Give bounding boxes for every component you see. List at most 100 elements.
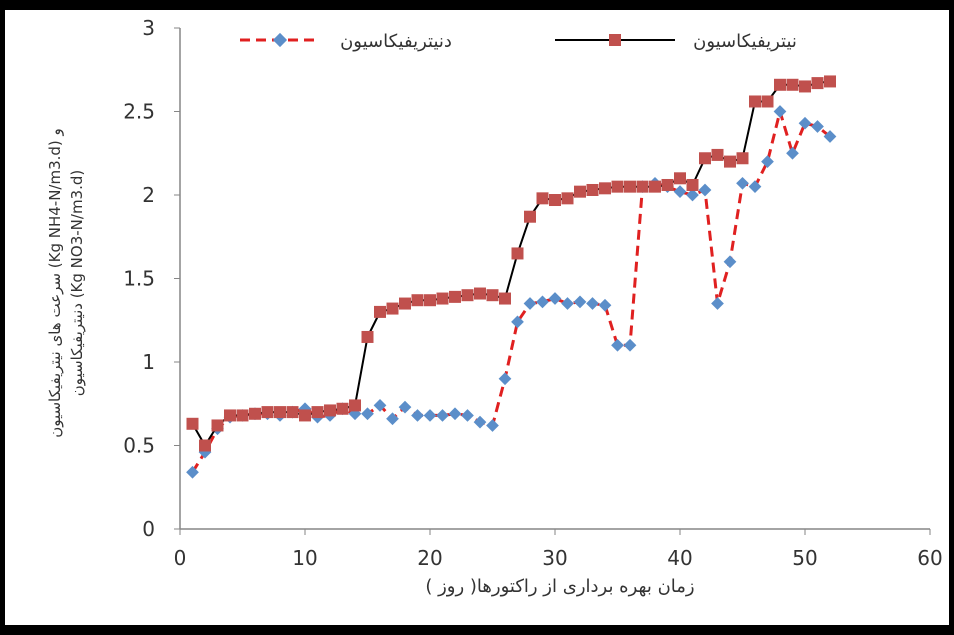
data-point [486, 419, 499, 432]
data-point [574, 185, 586, 198]
x-tick-label: 10 [292, 546, 317, 570]
data-point [811, 77, 824, 90]
data-point [461, 409, 474, 422]
data-point [774, 78, 786, 91]
x-tick-labels: 0 10 20 30 40 50 60 [174, 529, 943, 570]
data-point [786, 78, 799, 91]
y-tick-label: 3 [142, 16, 155, 40]
data-point [449, 290, 461, 303]
y-tick-label: 0 [142, 517, 155, 541]
legend-label-nitrification: نیتریفیکاسیون [693, 31, 797, 52]
data-point [736, 152, 749, 165]
x-axis-label: زمان بهره برداری از راکتورها( روز ) [425, 576, 694, 597]
data-point [374, 305, 386, 318]
data-point [598, 298, 612, 312]
data-point [673, 185, 687, 199]
data-point [723, 255, 737, 269]
data-point [698, 183, 712, 197]
data-point [761, 155, 774, 168]
data-point [286, 406, 299, 419]
data-point [523, 297, 537, 310]
data-point [786, 146, 799, 160]
data-point [386, 302, 399, 315]
x-tick-label: 40 [667, 546, 692, 570]
data-point [373, 399, 387, 412]
data-point [236, 409, 249, 422]
data-point [711, 297, 724, 310]
y-tick-label: 1.5 [123, 267, 155, 291]
data-point [773, 105, 787, 118]
data-point [623, 338, 637, 352]
legend-marker-nitrification [609, 34, 621, 46]
data-point [636, 180, 649, 193]
data-point [361, 407, 374, 421]
series-line [191, 80, 831, 448]
x-tick-label: 50 [792, 546, 817, 570]
series-line [191, 105, 831, 473]
legend-item-nitrification: نیتریفیکاسیون [555, 31, 797, 52]
data-point [499, 292, 511, 305]
data-point [549, 194, 561, 207]
data-point [761, 95, 774, 108]
data-point [211, 419, 224, 432]
x-tick-label: 30 [542, 546, 567, 570]
legend-label-denitrification: دنیتریفیکاسیون [340, 31, 452, 52]
data-point [586, 183, 599, 196]
data-point [599, 182, 611, 195]
data-point [398, 400, 412, 414]
y-tick-label: 2.5 [123, 100, 155, 124]
data-point [736, 176, 749, 190]
data-point [561, 297, 574, 310]
data-point [199, 439, 211, 452]
data-point [561, 192, 574, 205]
data-point [536, 192, 549, 205]
data-point [311, 406, 324, 419]
data-point [461, 289, 474, 302]
data-point [748, 180, 762, 194]
legend: دنیتریفیکاسیون نیتریفیکاسیون [240, 31, 797, 52]
data-point [249, 407, 261, 420]
data-point [261, 406, 274, 419]
y-tick-label: 0.5 [123, 434, 155, 458]
data-point [711, 148, 724, 161]
x-tick-label: 20 [417, 546, 442, 570]
data-point [473, 415, 487, 429]
data-point [611, 338, 624, 352]
data-point [448, 407, 462, 421]
data-point [336, 402, 349, 415]
data-point [424, 294, 436, 307]
data-point [436, 292, 449, 305]
data-point [686, 178, 699, 191]
data-point [524, 210, 536, 223]
data-point [611, 180, 624, 193]
data-point [799, 80, 811, 93]
data-point [474, 287, 486, 300]
data-point [498, 372, 512, 386]
data-point [573, 295, 587, 309]
data-point [386, 412, 399, 426]
data-point [186, 417, 199, 430]
data-point [274, 406, 286, 419]
data-point [699, 152, 711, 165]
data-point [661, 178, 674, 191]
data-point [724, 155, 736, 168]
data-point [674, 172, 686, 185]
y-tick-labels: 0 0.5 1 1.5 2 2.5 3 [123, 16, 180, 541]
y-axis-label: سرعت های نیتریفیکاسیون (Kg NH4-N/m3.d) و… [46, 128, 86, 438]
data-point [324, 404, 336, 417]
data-point [749, 95, 761, 108]
legend-item-denitrification: دنیتریفیکاسیون [240, 31, 452, 52]
data-point [423, 409, 437, 422]
data-point [411, 409, 424, 422]
legend-marker-denitrification [272, 32, 288, 48]
data-point [486, 289, 499, 302]
data-point [436, 409, 449, 422]
data-point [624, 180, 636, 193]
chart-axes [179, 28, 930, 530]
x-tick-label: 60 [917, 546, 942, 570]
data-point [299, 409, 311, 422]
data-point [536, 295, 549, 309]
data-point [361, 330, 374, 343]
